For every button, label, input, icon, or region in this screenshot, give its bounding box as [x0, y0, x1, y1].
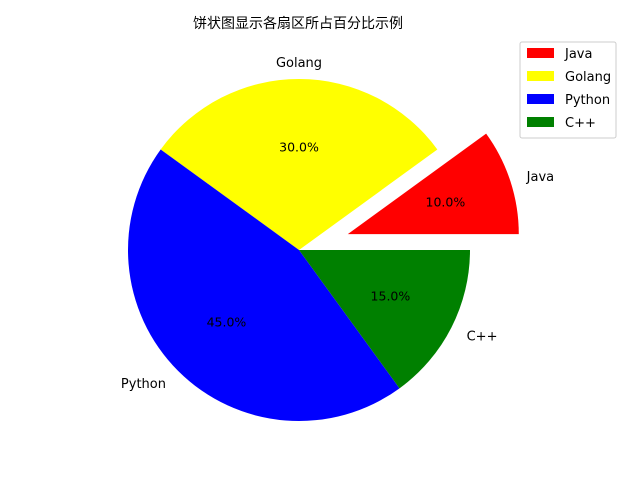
legend-swatch-cpp — [527, 117, 554, 127]
legend-swatch-java — [527, 48, 554, 58]
percent-label-java: 10.0% — [426, 194, 466, 209]
legend-label-golang: Golang — [565, 70, 611, 85]
category-label-golang: Golang — [276, 56, 322, 71]
legend-swatch-golang — [527, 71, 554, 81]
legend-frame — [519, 41, 617, 139]
category-label-cpp: C++ — [467, 329, 498, 344]
category-labels: Java Golang Python C++ — [121, 56, 554, 392]
pie-slice-python — [128, 149, 400, 422]
percent-labels: 10.0% 30.0% 45.0% 15.0% — [207, 139, 466, 329]
pie-slices — [128, 78, 519, 422]
percent-label-python: 45.0% — [207, 315, 247, 330]
chart-title: 饼状图显示各扇区所占百分比示例 — [193, 16, 403, 32]
legend-label-cpp: C++ — [565, 116, 596, 131]
pie-slice-cpp — [299, 250, 470, 389]
legend-label-java: Java — [564, 47, 592, 62]
category-label-java: Java — [526, 170, 554, 185]
percent-label-cpp: 15.0% — [371, 289, 411, 304]
legend-swatch-python — [527, 94, 554, 104]
legend-label-python: Python — [565, 93, 610, 108]
legend: Java Golang Python C++ — [519, 41, 617, 139]
pie-slice-java — [347, 133, 519, 235]
category-label-python: Python — [121, 377, 166, 392]
percent-label-golang: 30.0% — [279, 139, 319, 154]
pie-slice-golang — [160, 78, 438, 250]
